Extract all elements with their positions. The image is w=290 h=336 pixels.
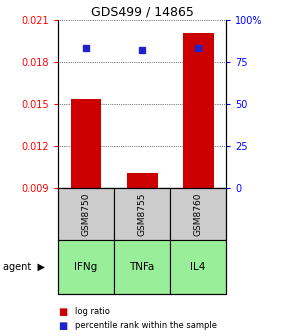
Text: percentile rank within the sample: percentile rank within the sample (75, 322, 218, 330)
Text: ■: ■ (58, 321, 67, 331)
Text: IL4: IL4 (191, 262, 206, 272)
Bar (183, 34, 214, 188)
Text: agent  ▶: agent ▶ (3, 262, 45, 272)
Text: GSM8750: GSM8750 (81, 193, 90, 236)
Bar (70, 99, 102, 188)
Text: ■: ■ (58, 307, 67, 317)
Bar (127, 173, 157, 188)
Text: log ratio: log ratio (75, 307, 110, 316)
Text: TNFa: TNFa (129, 262, 155, 272)
Text: IFNg: IFNg (75, 262, 98, 272)
Text: GSM8755: GSM8755 (137, 193, 147, 236)
Title: GDS499 / 14865: GDS499 / 14865 (91, 6, 193, 19)
Text: GSM8760: GSM8760 (194, 193, 203, 236)
